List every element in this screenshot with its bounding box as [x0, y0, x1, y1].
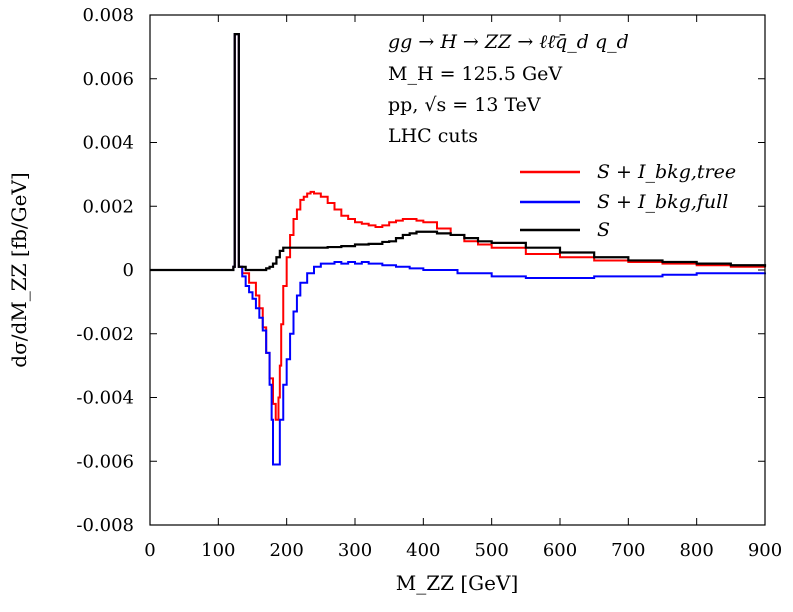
y-tick-label: 0.006 — [82, 69, 134, 90]
series-line-tree — [150, 33, 766, 421]
x-tick-label: 900 — [748, 540, 782, 561]
y-axis-title: dσ/dM_ZZ [fb/GeV] — [7, 172, 31, 367]
x-tick-label: 600 — [543, 540, 577, 561]
x-tick-label: 300 — [338, 540, 372, 561]
y-tick-label: -0.006 — [76, 451, 134, 472]
annotation-energy: pp, √s = 13 TeV — [388, 94, 541, 116]
annotation-higgs-mass: M_H = 125.5 GeV — [388, 63, 562, 85]
x-tick-label: 500 — [474, 540, 508, 561]
plot-area: 0 100 200 300 400 500 600 700 800 900 0.008 0.006 0.… — [76, 5, 782, 561]
x-tick-label: 700 — [611, 540, 645, 561]
y-tick-label: -0.008 — [76, 515, 134, 536]
x-tick-label: 200 — [269, 540, 303, 561]
y-tick-label: -0.002 — [76, 324, 134, 345]
series-line-signal — [150, 33, 767, 272]
ticks-group: 0 100 200 300 400 500 600 700 800 900 0.008 0.006 0.… — [76, 5, 782, 561]
x-tick-label: 800 — [679, 540, 713, 561]
legend-label-full: S + I_bkg,full — [597, 191, 728, 213]
x-tick-label: 400 — [406, 540, 440, 561]
y-tick-label: 0.004 — [82, 133, 134, 154]
x-tick-label: 100 — [201, 540, 235, 561]
y-tick-label: -0.004 — [76, 388, 134, 409]
annotation-block: gg → H → ZZ → ℓℓ̄q̄_d q_d M_H = 125.5 Ge… — [388, 31, 629, 147]
legend-label-signal: S — [597, 219, 610, 241]
series-line-full — [150, 33, 766, 466]
annotation-cuts: LHC cuts — [388, 125, 478, 147]
x-axis-title: M_ZZ [GeV] — [396, 571, 519, 595]
y-tick-label: 0 — [123, 260, 134, 281]
y-tick-label: 0.002 — [82, 196, 134, 217]
annotation-process: gg → H → ZZ → ℓℓ̄q̄_d q_d — [388, 31, 629, 53]
legend: S + I_bkg,tree S + I_bkg,full S — [520, 161, 736, 241]
y-tick-label: 0.008 — [82, 5, 134, 26]
legend-label-tree: S + I_bkg,tree — [597, 161, 736, 183]
series-group — [150, 33, 767, 466]
x-tick-label: 0 — [144, 540, 155, 561]
